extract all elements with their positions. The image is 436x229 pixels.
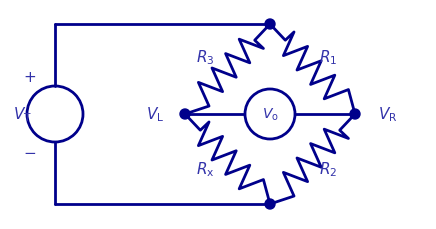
Text: $V_{\rm L}$: $V_{\rm L}$ xyxy=(146,105,164,124)
Text: $R_{\rm x}$: $R_{\rm x}$ xyxy=(196,160,214,179)
Text: $V_{\rm o}$: $V_{\rm o}$ xyxy=(262,106,279,123)
Text: $R_3$: $R_3$ xyxy=(196,49,214,67)
Circle shape xyxy=(180,109,190,120)
Circle shape xyxy=(265,20,275,30)
Circle shape xyxy=(265,199,275,209)
Text: $R_2$: $R_2$ xyxy=(319,160,337,179)
Text: $R_1$: $R_1$ xyxy=(319,49,337,67)
Text: $V_{\rm R}$: $V_{\rm R}$ xyxy=(378,105,398,124)
Text: $V_{\rm T}$: $V_{\rm T}$ xyxy=(13,105,31,124)
Text: $-$: $-$ xyxy=(24,144,37,159)
Circle shape xyxy=(350,109,360,120)
Text: $+$: $+$ xyxy=(24,70,37,85)
Circle shape xyxy=(245,90,295,139)
